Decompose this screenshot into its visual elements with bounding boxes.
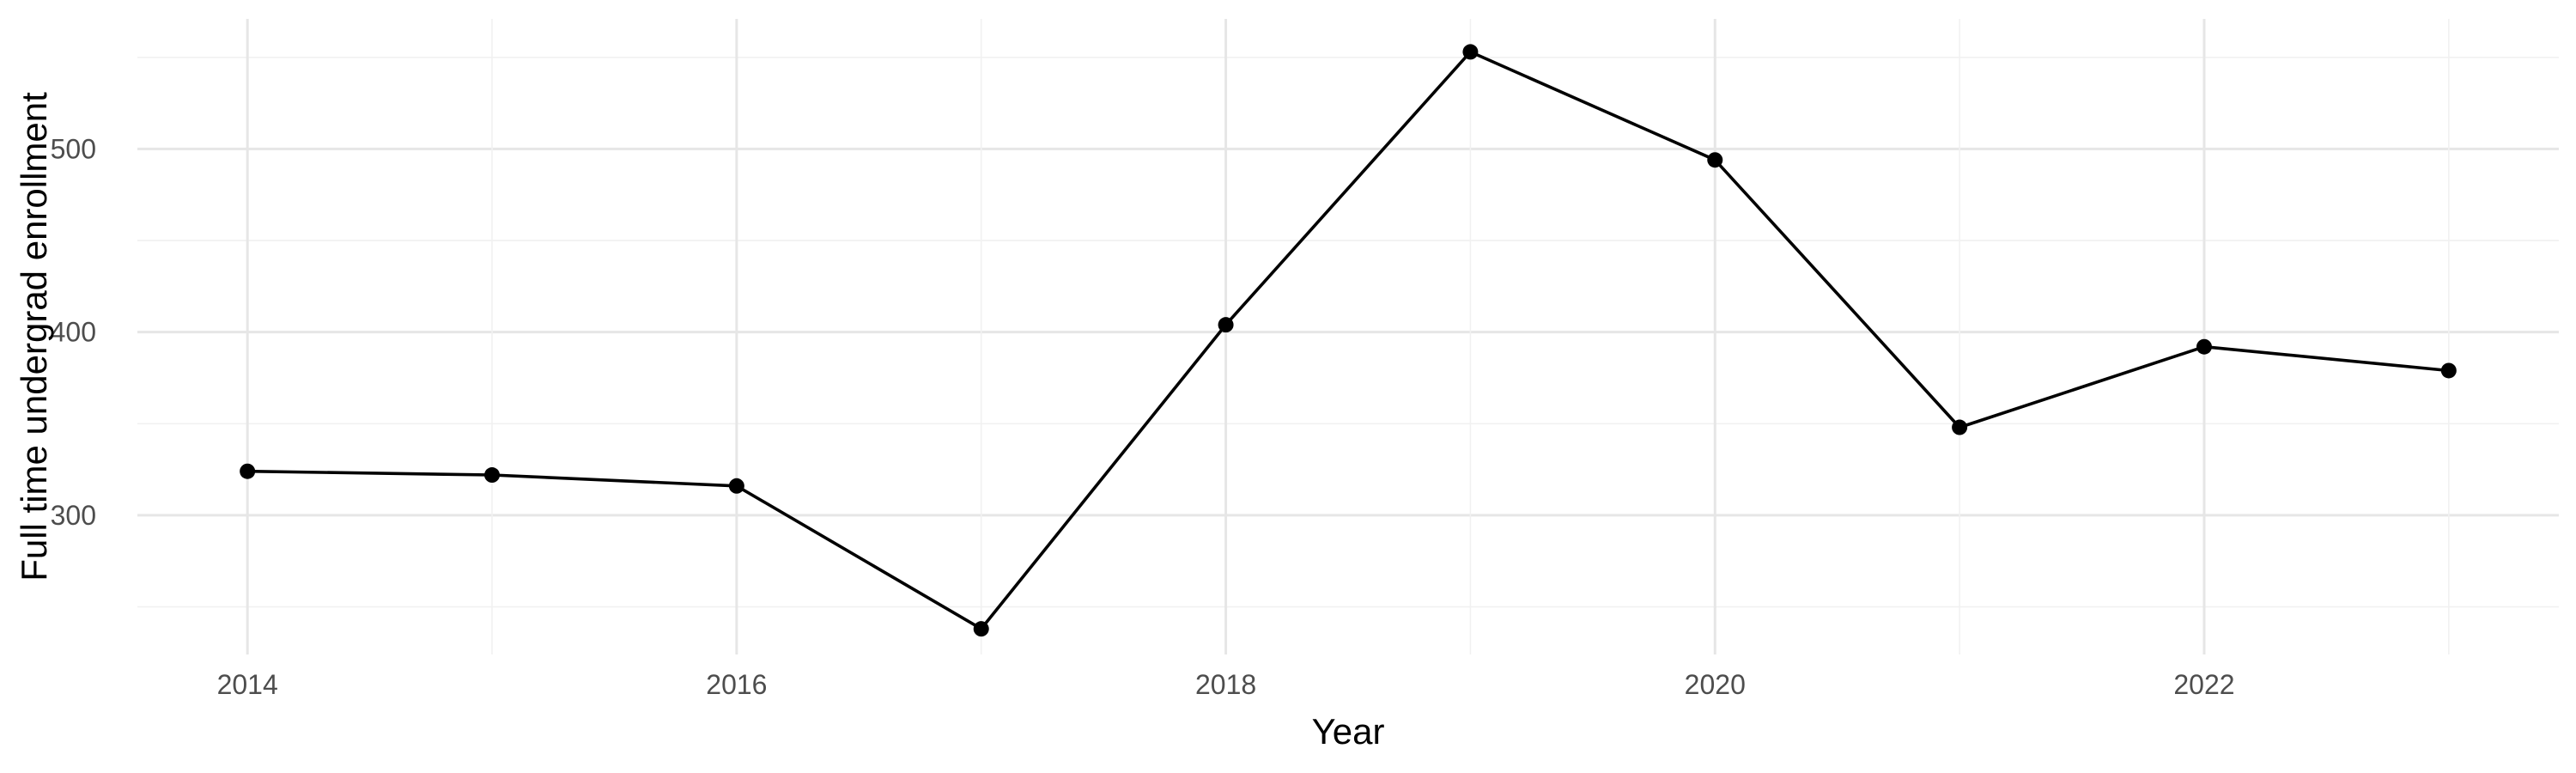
grid	[137, 19, 2559, 654]
x-tick-label-2020: 2020	[1685, 669, 1746, 700]
x-tick-label-2022: 2022	[2173, 669, 2234, 700]
y-axis-ticks: 300 400 500	[51, 133, 96, 531]
x-axis-title: Year	[1312, 711, 1385, 752]
y-tick-label-500: 500	[51, 133, 96, 164]
x-tick-label-2016: 2016	[706, 669, 767, 700]
data-point-2015	[484, 467, 501, 484]
data-point-2018	[1218, 317, 1234, 333]
data-points	[240, 44, 2457, 637]
x-tick-label-2014: 2014	[217, 669, 278, 700]
x-axis-ticks: 2014 2016 2018 2020 2022	[217, 669, 2235, 700]
y-axis-title: Full time undergrad enrollment	[14, 92, 54, 581]
y-tick-label-300: 300	[51, 500, 96, 531]
data-point-2016	[728, 478, 744, 494]
data-point-2019	[1462, 44, 1479, 60]
data-point-2021	[1952, 419, 1968, 435]
series-line	[247, 50, 2449, 630]
x-tick-label-2018: 2018	[1195, 669, 1256, 700]
data-point-2017	[973, 621, 989, 637]
data-point-2020	[1707, 152, 1723, 168]
data-point-2023	[2440, 362, 2457, 379]
data-point-2022	[2196, 338, 2212, 355]
y-tick-label-400: 400	[51, 317, 96, 348]
data-point-2014	[240, 463, 256, 479]
